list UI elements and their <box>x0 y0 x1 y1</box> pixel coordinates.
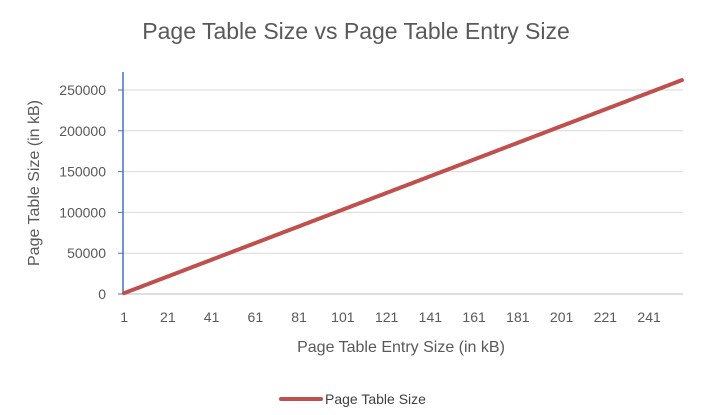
series-line-page-table-size <box>122 78 684 296</box>
x-tick-label: 141 <box>419 309 443 325</box>
x-tick-label: 41 <box>204 309 220 325</box>
y-tick-label: 250000 <box>59 82 106 98</box>
x-tick-label: 181 <box>506 309 530 325</box>
x-axis-label: Page Table Entry Size (in kB) <box>297 339 505 356</box>
gridlines <box>123 89 683 254</box>
y-tick-label: 0 <box>98 286 106 302</box>
series-layer <box>122 78 684 296</box>
y-tick-label: 150000 <box>59 164 106 180</box>
y-tick-label: 100000 <box>59 204 106 220</box>
legend: Page Table Size <box>279 391 426 407</box>
y-tick-label: 200000 <box>59 123 106 139</box>
x-tick-label: 21 <box>160 309 176 325</box>
x-tick-label: 61 <box>248 309 264 325</box>
x-tick-label: 101 <box>331 309 355 325</box>
x-tick-label: 201 <box>550 309 574 325</box>
x-tick-label: 241 <box>637 309 661 325</box>
x-tick-label: 81 <box>291 309 307 325</box>
x-tick-labels: 1 21 41 61 81 101 121 141 161 181 201 221 241 <box>120 309 661 325</box>
y-tick-labels: 0 50000 100000 150000 200000 250000 <box>59 82 123 302</box>
chart-title: Page Table Size vs Page Table Entry Size <box>142 18 569 44</box>
x-tick-label: 221 <box>594 309 618 325</box>
y-tick-label: 50000 <box>67 245 106 261</box>
x-tick-label: 161 <box>462 309 486 325</box>
y-axis-label: Page Table Size (in kB) <box>26 100 43 266</box>
x-tick-label: 121 <box>375 309 399 325</box>
x-tick-label: 1 <box>120 309 128 325</box>
legend-label: Page Table Size <box>325 391 426 407</box>
